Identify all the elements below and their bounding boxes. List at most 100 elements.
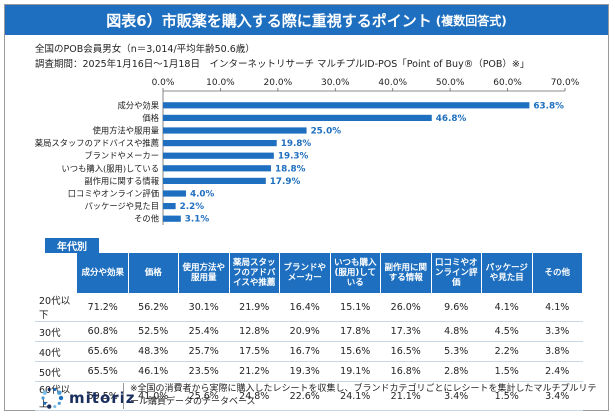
table-cell: 15.6% [330, 341, 381, 362]
table-section-label: 年代別 [45, 238, 99, 253]
table-cell: 60.8% [77, 321, 128, 342]
table-column-header: 副作用に関する情報 [380, 253, 432, 293]
mitoriz-logo: mitoriz [39, 385, 136, 411]
bar-value-label: 18.8% [275, 164, 306, 174]
table-cell: 24.1% [330, 381, 381, 411]
logo-dot [53, 387, 57, 392]
table-header-row: 成分や効果 価格 使用方法や服用量 薬局スタッフのアドバイスや推薦 ブランドやメーカーい… [35, 253, 583, 293]
bar-value-label: 19.3% [278, 152, 309, 162]
table-row-header: 30代 [35, 321, 78, 342]
table-row: 20代以下 71.2% 56.2% 30.1% 21.9% 16.4% 15.1% 26.0%… [35, 293, 583, 322]
table-cell: 26.0% [380, 293, 431, 322]
bar [163, 114, 432, 121]
bar-value-label: 3.1% [185, 215, 210, 225]
age-table: 成分や効果 価格 使用方法や服用量 薬局スタッフのアドバイスや推薦 ブランドやメーカーい… [35, 253, 583, 411]
table-cell: 3.3% [532, 321, 583, 342]
title-suffix: (複数回答式) [435, 13, 507, 28]
source-sample: 全国のPOB会員男女（n＝3,014/平均年齢50.6歳） [35, 44, 255, 55]
table-cell: 17.8% [330, 321, 381, 342]
table-cell: 25.6% [178, 381, 229, 411]
table-cell: 25.7% [178, 341, 229, 362]
table-cell: 1.5% [481, 361, 532, 382]
table-row: 50代 65.5% 46.1% 23.5% 21.2% 19.3% 19.1% 16.8% 2.… [35, 361, 583, 382]
category-label: 口コミやオンライン評価 [68, 189, 159, 199]
figure-title: 図表6）市販薬を購入する際に重視するポイント (複数回答式) [5, 5, 608, 35]
category-label: 副作用に関する情報 [84, 176, 159, 186]
table-column-header: その他 [532, 253, 583, 293]
logo-dot [42, 390, 47, 395]
table-cell: 19.3% [279, 361, 330, 382]
table-cell: 3.8% [532, 341, 583, 362]
table-cell: 22.6% [279, 381, 330, 411]
table-cell: 41.0% [128, 381, 179, 411]
table-cell: 21.9% [229, 293, 280, 322]
table-cell: 46.1% [128, 361, 179, 382]
table-cell: 48.3% [128, 341, 179, 362]
table-cell: 1.5% [481, 381, 532, 411]
category-label: パッケージや見た目 [84, 201, 159, 211]
table-cell: 65.6% [77, 341, 128, 362]
bar-value-label: 4.0% [190, 190, 215, 200]
table-cell: 71.2% [77, 293, 128, 322]
bar [163, 190, 186, 197]
table-cell: 16.7% [279, 341, 330, 362]
table-cell: 3.4% [431, 381, 482, 411]
logo-dot [57, 390, 62, 395]
bar [163, 177, 266, 184]
x-tick-label: 70.0% [551, 78, 580, 88]
table-body: 20代以下 71.2% 56.2% 30.1% 21.9% 16.4% 15.1% 26.0%… [35, 293, 583, 411]
logo-dot [47, 404, 52, 409]
bar-chart: 0.0% 10.0% 20.0% 30.0% 40.0% 50.0% 60.0% 70.0% 成… [35, 78, 580, 225]
bar [163, 102, 530, 109]
bar [163, 165, 271, 172]
table-cell: 5.3% [431, 341, 482, 362]
footnote: ※全国の消費者から実際に購入したレシートを収集し、ブランドカテゴリごとにレシート… [123, 383, 600, 409]
logo-dot [41, 396, 45, 400]
table-cell: 52.5% [128, 321, 179, 342]
x-tick-label: 40.0% [378, 78, 407, 88]
bar [163, 152, 274, 159]
table-cell: 17.3% [380, 321, 431, 342]
table-column-header: 価格 [128, 253, 179, 293]
table-cell: 24.8% [229, 381, 280, 411]
table-cell: 17.5% [229, 341, 280, 362]
bar-value-label: 19.8% [281, 139, 312, 149]
table-column-header: 薬局スタッフのアドバイスや推薦 [229, 253, 280, 293]
bar-value-label: 17.9% [270, 177, 301, 187]
table-cell: 4.8% [431, 321, 482, 342]
table-cell: 15.1% [330, 293, 381, 322]
x-tick-label: 0.0% [152, 78, 175, 88]
figure-frame: 図表6）市販薬を購入する際に重視するポイント (複数回答式) 全国のPOB会員男女… [4, 4, 609, 411]
category-label: ブランドやメーカー [84, 151, 159, 161]
category-label: 使用方法や服用量 [93, 126, 159, 136]
category-label: その他 [134, 214, 159, 224]
table-cell: 4.1% [481, 293, 532, 322]
table-cell: 2.4% [532, 361, 583, 382]
table-cell: 30.1% [178, 293, 229, 322]
category-label: いつも購入(服用)している [62, 163, 160, 173]
x-tick-label: 10.0% [206, 78, 235, 88]
table-cell: 16.5% [380, 341, 431, 362]
category-label: 薬局スタッフのアドバイスや推薦 [35, 138, 159, 148]
table-cell: 4.5% [481, 321, 532, 342]
table-cell: 9.6% [431, 293, 482, 322]
bar [163, 215, 181, 222]
bar [163, 140, 277, 147]
logo-dot [47, 387, 51, 392]
bar [163, 127, 307, 134]
table-cell: 23.5% [178, 361, 229, 382]
x-tick-label: 20.0% [264, 78, 293, 88]
bar [163, 203, 176, 210]
category-label: 成分や効果 [118, 100, 160, 110]
x-tick-label: 50.0% [436, 78, 465, 88]
table-cell: 20.9% [279, 321, 330, 342]
table-cell: 16.8% [380, 361, 431, 382]
bar-value-label: 2.2% [180, 202, 205, 212]
table-column-header: ブランドやメーカー [279, 253, 331, 293]
x-tick-label: 60.0% [493, 78, 522, 88]
table-cell: 4.1% [532, 293, 583, 322]
table-cell: 56.2% [128, 293, 179, 322]
table-row-header: 20代以下 [35, 293, 78, 322]
table-cell: 2.2% [481, 341, 532, 362]
table-row-header: 50代 [35, 361, 78, 382]
